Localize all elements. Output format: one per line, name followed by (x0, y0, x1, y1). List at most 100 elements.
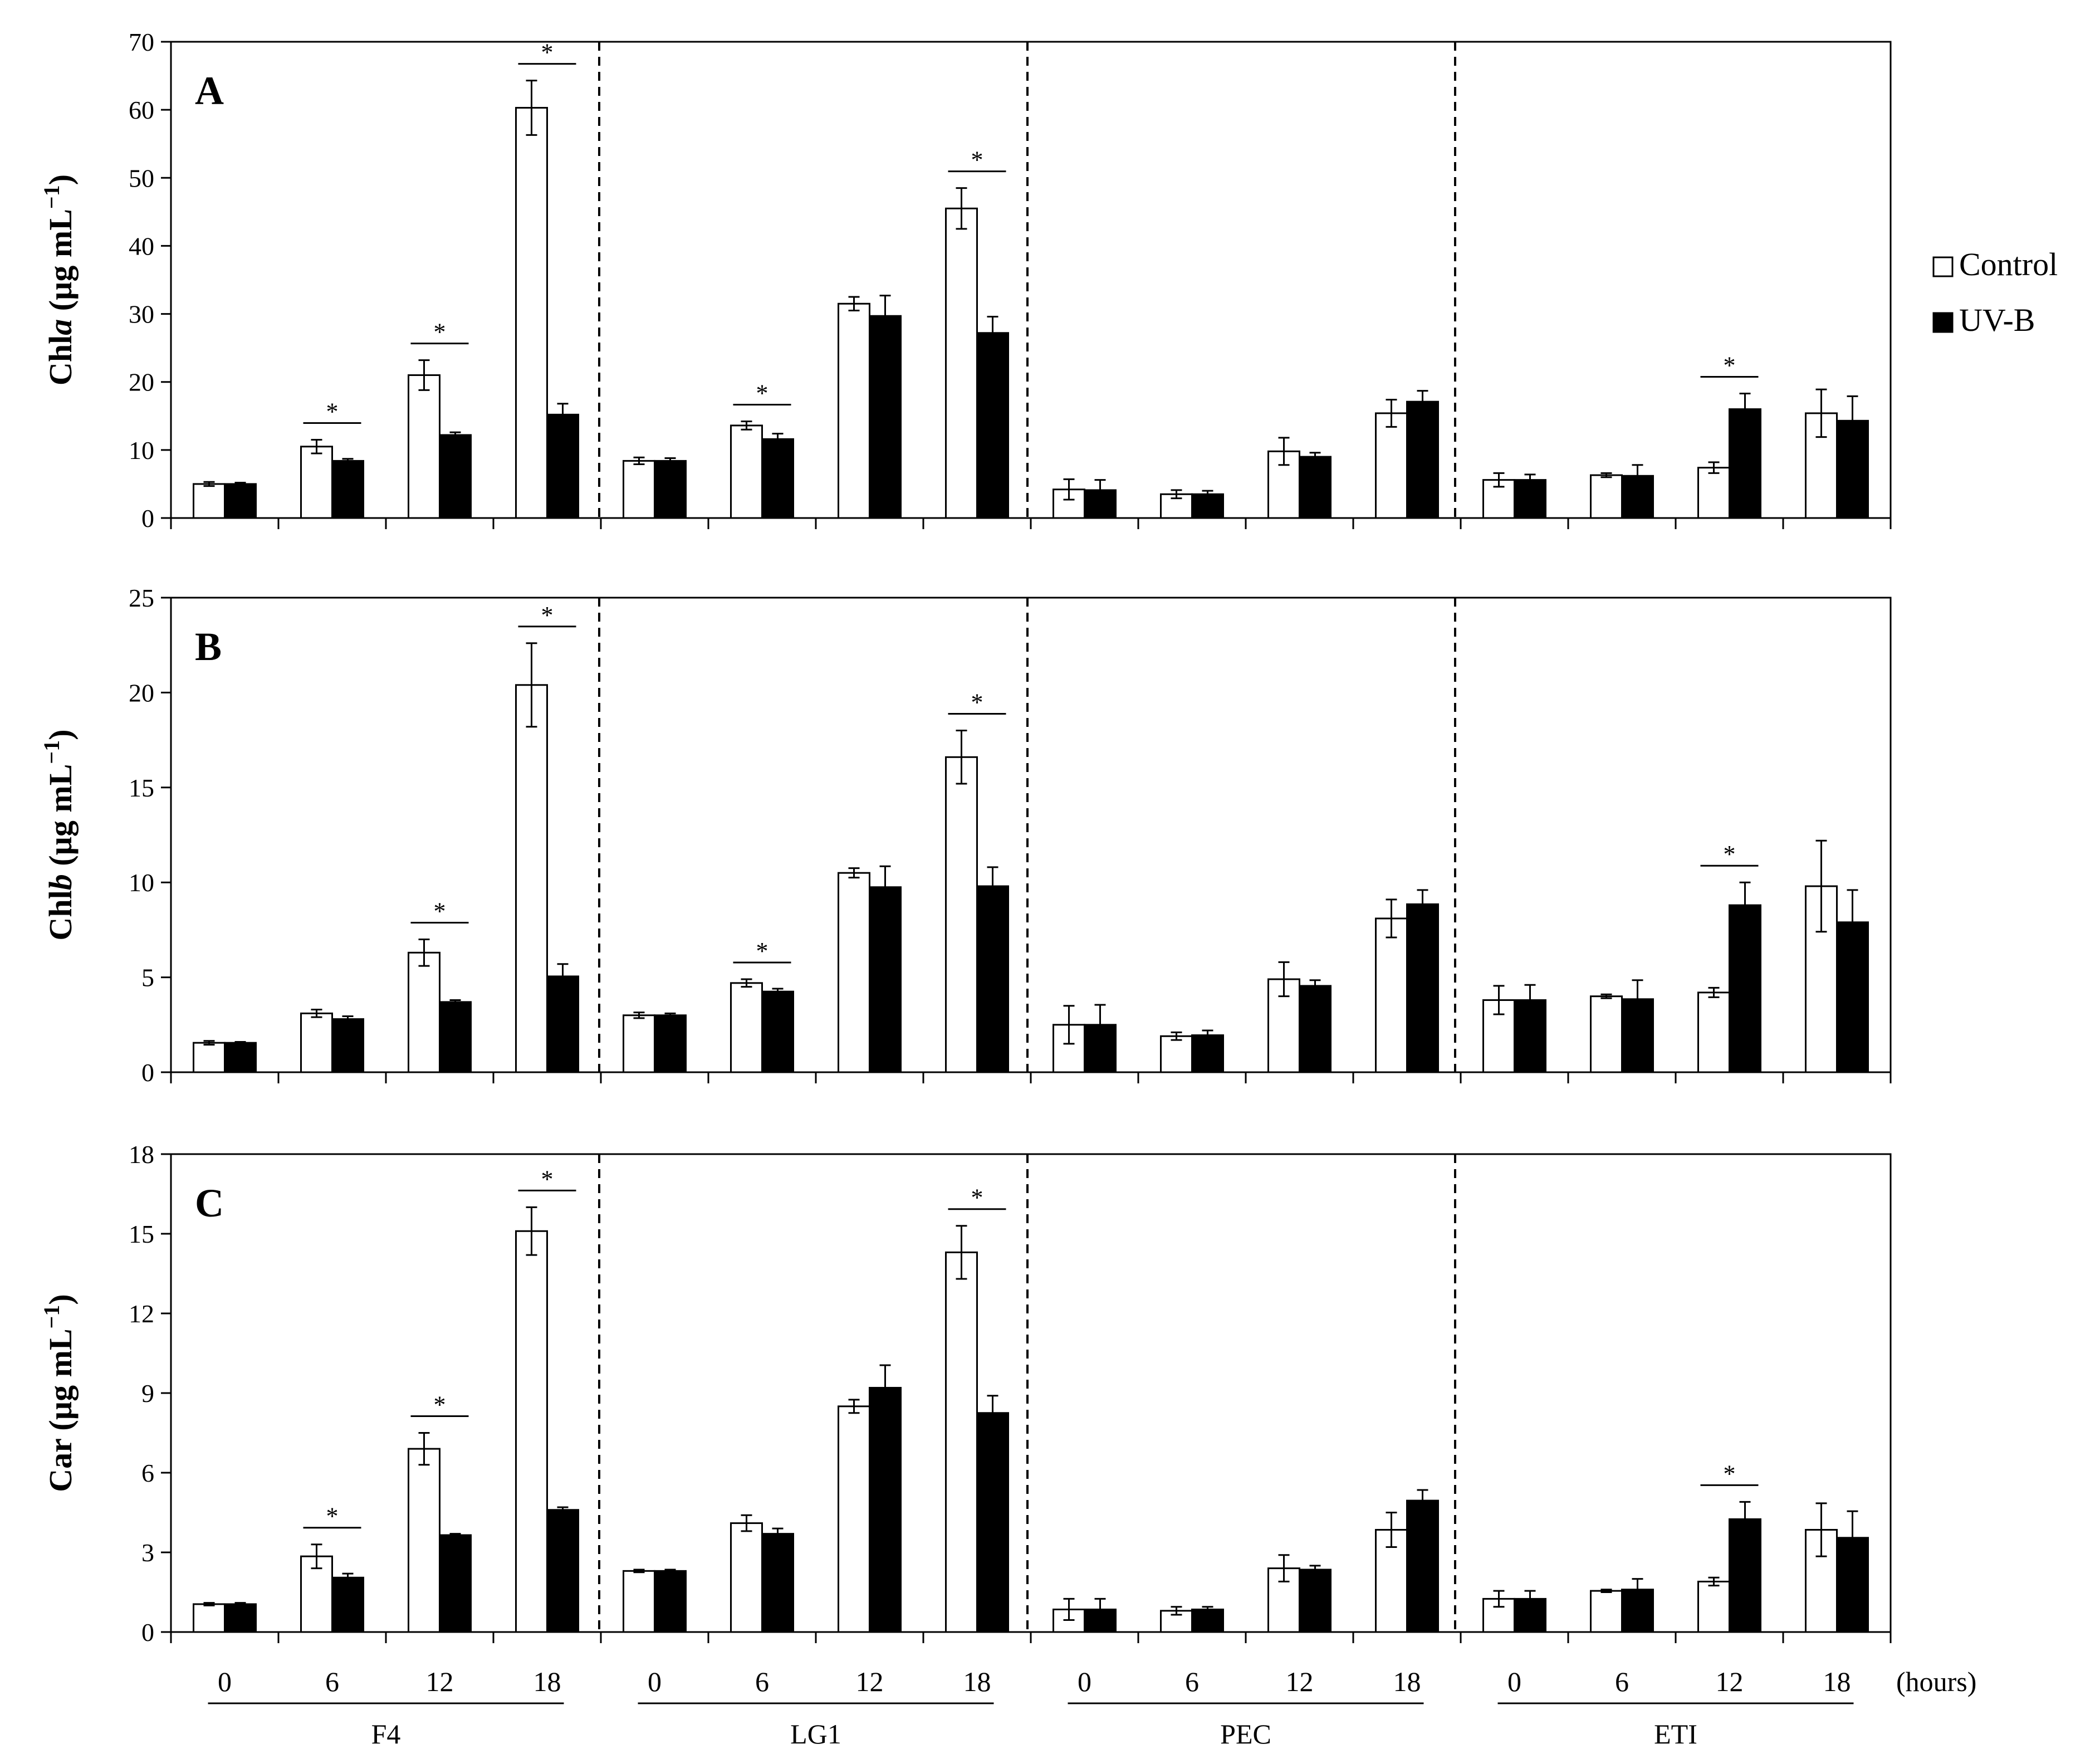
bar-uvb (331, 460, 364, 519)
bar-control (515, 106, 548, 519)
bar-control (193, 1042, 226, 1073)
bar-uvb (1299, 456, 1332, 519)
y-tick-label: 0 (141, 1618, 154, 1646)
bar-uvb (761, 1533, 794, 1633)
y-tick-label: 60 (129, 96, 154, 124)
y-axis-label-part: −1 (39, 740, 64, 764)
x-time-label: 12 (856, 1666, 884, 1697)
significance-star: * (971, 1184, 983, 1211)
bar-control (193, 483, 226, 519)
y-tick-label: 70 (129, 28, 154, 56)
y-tick-label: 40 (129, 232, 154, 260)
bar-uvb (1299, 1569, 1332, 1633)
y-axis-label-part: (µg mL (42, 764, 79, 874)
bar-control (1375, 412, 1408, 519)
legend-swatch (1932, 312, 1954, 333)
group-label: ETI (1654, 1718, 1697, 1750)
bar-control (730, 424, 763, 519)
bar-uvb (439, 434, 472, 519)
y-tick-label: 6 (141, 1459, 154, 1487)
y-axis-label: Chlb (µg mL−1) (39, 729, 79, 940)
bar-control (1697, 467, 1730, 519)
x-time-label: 12 (1716, 1666, 1744, 1697)
x-time-label: 18 (1823, 1666, 1851, 1697)
bar-control (945, 756, 978, 1073)
bar-control (408, 1448, 440, 1633)
y-tick-label: 18 (129, 1140, 154, 1169)
y-tick-label: 12 (129, 1299, 154, 1328)
y-tick-label: 15 (129, 1220, 154, 1248)
x-time-label: 6 (325, 1666, 339, 1697)
legend-label: UV-B (1959, 302, 2035, 338)
significance-star: * (1724, 841, 1736, 868)
bar-control (408, 951, 440, 1073)
x-time-label: 0 (1507, 1666, 1521, 1697)
legend: Control UV-B (1932, 246, 2058, 338)
bar-control (623, 1570, 655, 1633)
x-unit-label: (hours) (1896, 1666, 1976, 1697)
bar-uvb (654, 1014, 687, 1073)
significance-star: * (971, 689, 983, 716)
significance-star: * (541, 39, 554, 66)
panel-a: 0 10 20 30 40 50 60 70 * * * * * * A Chla (µg mL−1) (39, 28, 1892, 532)
x-time-label: 0 (1078, 1666, 1091, 1697)
significance-star: * (1724, 351, 1736, 379)
bar-control (300, 1012, 333, 1073)
bar-uvb (1191, 1608, 1224, 1633)
bar-uvb (546, 975, 579, 1073)
panel-letter: C (195, 1181, 224, 1225)
y-axis-label-part: −1 (39, 185, 64, 209)
y-axis-label: Chla (µg mL−1) (39, 174, 79, 385)
bar-control (838, 872, 870, 1073)
bar-control (515, 684, 548, 1073)
x-time-label: 6 (755, 1666, 769, 1697)
x-time-label: 0 (648, 1666, 662, 1697)
y-tick-label: 10 (129, 436, 154, 465)
bar-uvb (546, 413, 579, 519)
panel-letter: B (195, 624, 222, 669)
bar-uvb (1191, 1034, 1224, 1073)
significance-star: * (541, 1165, 554, 1193)
bar-control (1590, 474, 1623, 519)
significance-star: * (541, 602, 554, 629)
bar-uvb (224, 1042, 257, 1073)
y-tick-label: 10 (129, 868, 154, 897)
y-axis-label: Car (µg mL−1) (39, 1294, 79, 1492)
group-label: PEC (1220, 1718, 1271, 1750)
y-tick-label: 0 (141, 504, 154, 532)
y-axis-label-part: b (42, 874, 79, 890)
significance-star: * (326, 398, 339, 426)
panel-c: 0 3 6 9 12 15 18 * * * * * C Car (µg mL−1) (39, 1140, 1892, 1646)
legend-label: Control (1959, 246, 2058, 282)
bar-control (945, 207, 978, 519)
x-time-label: 12 (1286, 1666, 1314, 1697)
bar-control (945, 1251, 978, 1633)
panel-letter: A (195, 69, 224, 113)
bar-uvb (761, 438, 794, 519)
bar-control (515, 1230, 548, 1633)
bar-control (1697, 1580, 1730, 1633)
bar-uvb (1406, 903, 1439, 1073)
y-tick-label: 20 (129, 368, 154, 397)
significance-star: * (434, 319, 446, 346)
bar-uvb (869, 1386, 902, 1633)
bar-control (623, 1014, 655, 1073)
bar-control (730, 1522, 763, 1633)
bar-uvb (761, 990, 794, 1073)
bar-uvb (869, 886, 902, 1073)
bar-uvb (331, 1018, 364, 1073)
x-time-label: 18 (1393, 1666, 1421, 1697)
x-time-label: 18 (963, 1666, 991, 1697)
significance-star: * (756, 937, 768, 965)
y-axis-label-part: (µg mL (42, 1328, 79, 1439)
bar-control (408, 374, 440, 519)
bar-uvb (1729, 904, 1761, 1073)
bar-control (193, 1603, 226, 1633)
bar-uvb (1729, 408, 1761, 519)
bar-control (1160, 1035, 1193, 1073)
y-tick-label: 3 (141, 1538, 154, 1567)
significance-star: * (434, 897, 446, 925)
x-time-label: 18 (533, 1666, 561, 1697)
